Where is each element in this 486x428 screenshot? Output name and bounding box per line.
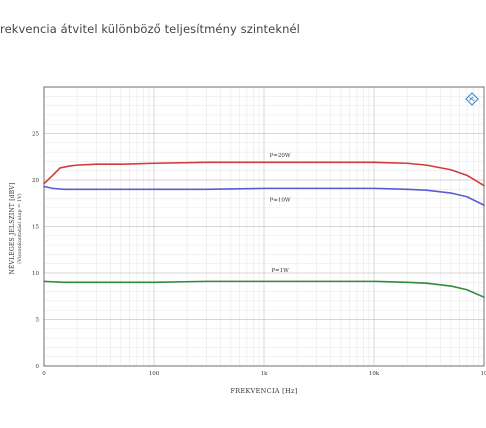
y-tick-label: 10 xyxy=(32,271,39,277)
x-tick-label: 0 xyxy=(42,371,46,377)
series-annotation: P=10W xyxy=(270,197,291,203)
logo-mark xyxy=(469,96,475,102)
series-line-p-1w xyxy=(43,280,485,298)
series-annotation: P=20W xyxy=(270,153,291,159)
x-tick-label: 10 xyxy=(481,371,486,377)
x-tick-label: 10k xyxy=(369,371,380,377)
x-tick-label: 100 xyxy=(149,371,160,377)
plot-frame xyxy=(43,86,485,367)
series-line-p-10w xyxy=(43,185,485,206)
y-tick-label: 25 xyxy=(32,132,39,138)
series-line-p-20w xyxy=(43,161,485,187)
y-axis-sublabel: (Viszonkontatási alap = 1V) xyxy=(16,193,23,263)
series-annotation: P=1W xyxy=(271,268,289,274)
y-tick-label: 5 xyxy=(36,318,40,324)
logo-diamond xyxy=(465,92,479,106)
y-tick-label: 0 xyxy=(36,364,40,370)
brand-logo-icon xyxy=(465,92,479,106)
y-axis-label: NÉVLEGES JELSZINT [dBV] xyxy=(8,183,16,275)
x-axis-label: FREKVENCIA [Hz] xyxy=(230,387,297,395)
series-lines xyxy=(43,161,485,298)
series-annotations: P=20W P=10W P=1W xyxy=(270,153,291,274)
y-tick-labels: 0 5 10 15 20 25 xyxy=(32,132,40,371)
x-tick-label: 1k xyxy=(261,371,268,377)
y-tick-label: 20 xyxy=(32,178,39,184)
chart-caption: rekvencia átvitel különböző teljesítmény… xyxy=(0,22,300,36)
y-axis-label-group: NÉVLEGES JELSZINT [dBV] (Viszonkontatási… xyxy=(8,183,23,275)
y-tick-label: 15 xyxy=(32,225,39,231)
x-tick-labels: 0 100 1k 10k 10 xyxy=(42,371,486,377)
